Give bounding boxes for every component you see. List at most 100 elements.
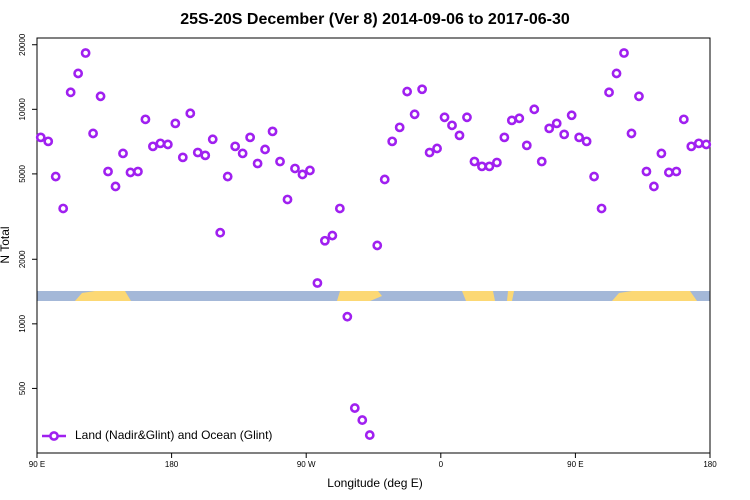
data-point — [260, 144, 270, 155]
data-point — [177, 152, 188, 163]
data-point — [477, 161, 487, 172]
data-point — [544, 123, 555, 134]
data-point — [491, 157, 502, 168]
data-point — [290, 163, 300, 174]
data-point — [671, 166, 682, 177]
data-point — [125, 167, 136, 178]
data-point — [73, 68, 84, 79]
data-point — [245, 132, 256, 143]
data-point — [80, 48, 91, 58]
data-point — [432, 143, 442, 154]
data-point — [506, 115, 517, 126]
data-point — [409, 109, 420, 120]
data-point — [454, 130, 465, 141]
data-point — [230, 141, 241, 152]
data-point — [604, 87, 614, 98]
data-point — [394, 122, 405, 133]
data-point — [118, 148, 128, 159]
x-tick-label: 90 E — [29, 460, 45, 469]
data-point — [619, 48, 629, 58]
land-band — [337, 291, 382, 301]
data-point — [334, 203, 345, 214]
data-point — [521, 140, 532, 151]
data-point — [305, 165, 315, 176]
x-tick-label: 90 W — [297, 460, 316, 469]
chart-title: 25S-20S December (Ver 8) 2014-09-06 to 2… — [180, 11, 570, 28]
data-point — [626, 128, 637, 139]
data-point — [207, 134, 218, 145]
data-point — [499, 132, 510, 143]
x-tick-label: 0 — [439, 460, 444, 469]
y-axis-label: N Total — [0, 226, 12, 263]
data-point — [634, 91, 644, 102]
data-point — [589, 171, 599, 182]
land-band — [612, 291, 697, 301]
data-point — [678, 114, 689, 125]
legend-label: Land (Nadir&Glint) and Ocean (Glint) — [75, 428, 272, 442]
data-point — [133, 166, 143, 177]
data-point — [43, 136, 54, 147]
data-point — [155, 138, 166, 149]
x-tick-label: 180 — [703, 460, 717, 469]
x-tick-label: 90 E — [567, 460, 583, 469]
data-point — [656, 148, 667, 159]
data-point — [551, 118, 562, 129]
data-point — [192, 147, 203, 158]
data-point — [417, 84, 428, 95]
data-point — [387, 136, 398, 147]
data-point — [701, 139, 712, 150]
data-point — [566, 110, 577, 121]
plot-frame — [36, 37, 711, 454]
data-point — [282, 194, 293, 205]
data-point — [275, 156, 285, 167]
data-point — [484, 161, 495, 172]
data-point — [35, 132, 46, 143]
data-point — [50, 171, 61, 182]
data-point — [170, 118, 181, 129]
y-tick-label: 10000 — [18, 98, 27, 121]
data-point — [140, 114, 151, 125]
data-point — [379, 174, 390, 185]
data-point — [424, 147, 435, 158]
land-band — [75, 291, 131, 301]
data-point — [312, 278, 323, 288]
data-point — [95, 91, 106, 102]
data-point — [215, 227, 226, 238]
data-point — [148, 141, 158, 152]
data-point — [686, 141, 697, 152]
data-point — [372, 240, 383, 251]
y-tick-label: 500 — [18, 381, 27, 395]
data-point — [611, 68, 622, 79]
data-point — [319, 235, 330, 246]
y-tick-label: 2000 — [18, 250, 27, 268]
data-point — [200, 150, 211, 161]
data-point — [58, 203, 69, 214]
data-point — [649, 181, 659, 192]
data-point — [237, 148, 248, 159]
data-point — [514, 113, 525, 124]
data-point — [65, 87, 76, 98]
data-point — [327, 230, 338, 241]
data-point — [596, 203, 607, 214]
y-tick-label: 5000 — [18, 164, 27, 182]
legend-marker — [49, 431, 59, 441]
data-point — [581, 136, 592, 147]
data-point — [663, 167, 674, 178]
legend: Land (Nadir&Glint) and Ocean (Glint) — [42, 428, 272, 442]
data-point — [103, 166, 113, 177]
data-point — [641, 166, 652, 177]
data-point — [110, 181, 121, 192]
y-tick-label: 20000 — [18, 33, 27, 56]
data-point — [342, 311, 353, 322]
map-strip — [37, 291, 710, 301]
data-point — [447, 120, 457, 131]
data-point — [559, 129, 570, 140]
land-band — [507, 291, 514, 301]
x-tick-label: 180 — [165, 460, 179, 469]
land-band — [462, 291, 495, 301]
data-point — [185, 108, 196, 119]
x-axis-label: Longitude (deg E) — [327, 476, 422, 490]
data-point — [693, 138, 704, 149]
